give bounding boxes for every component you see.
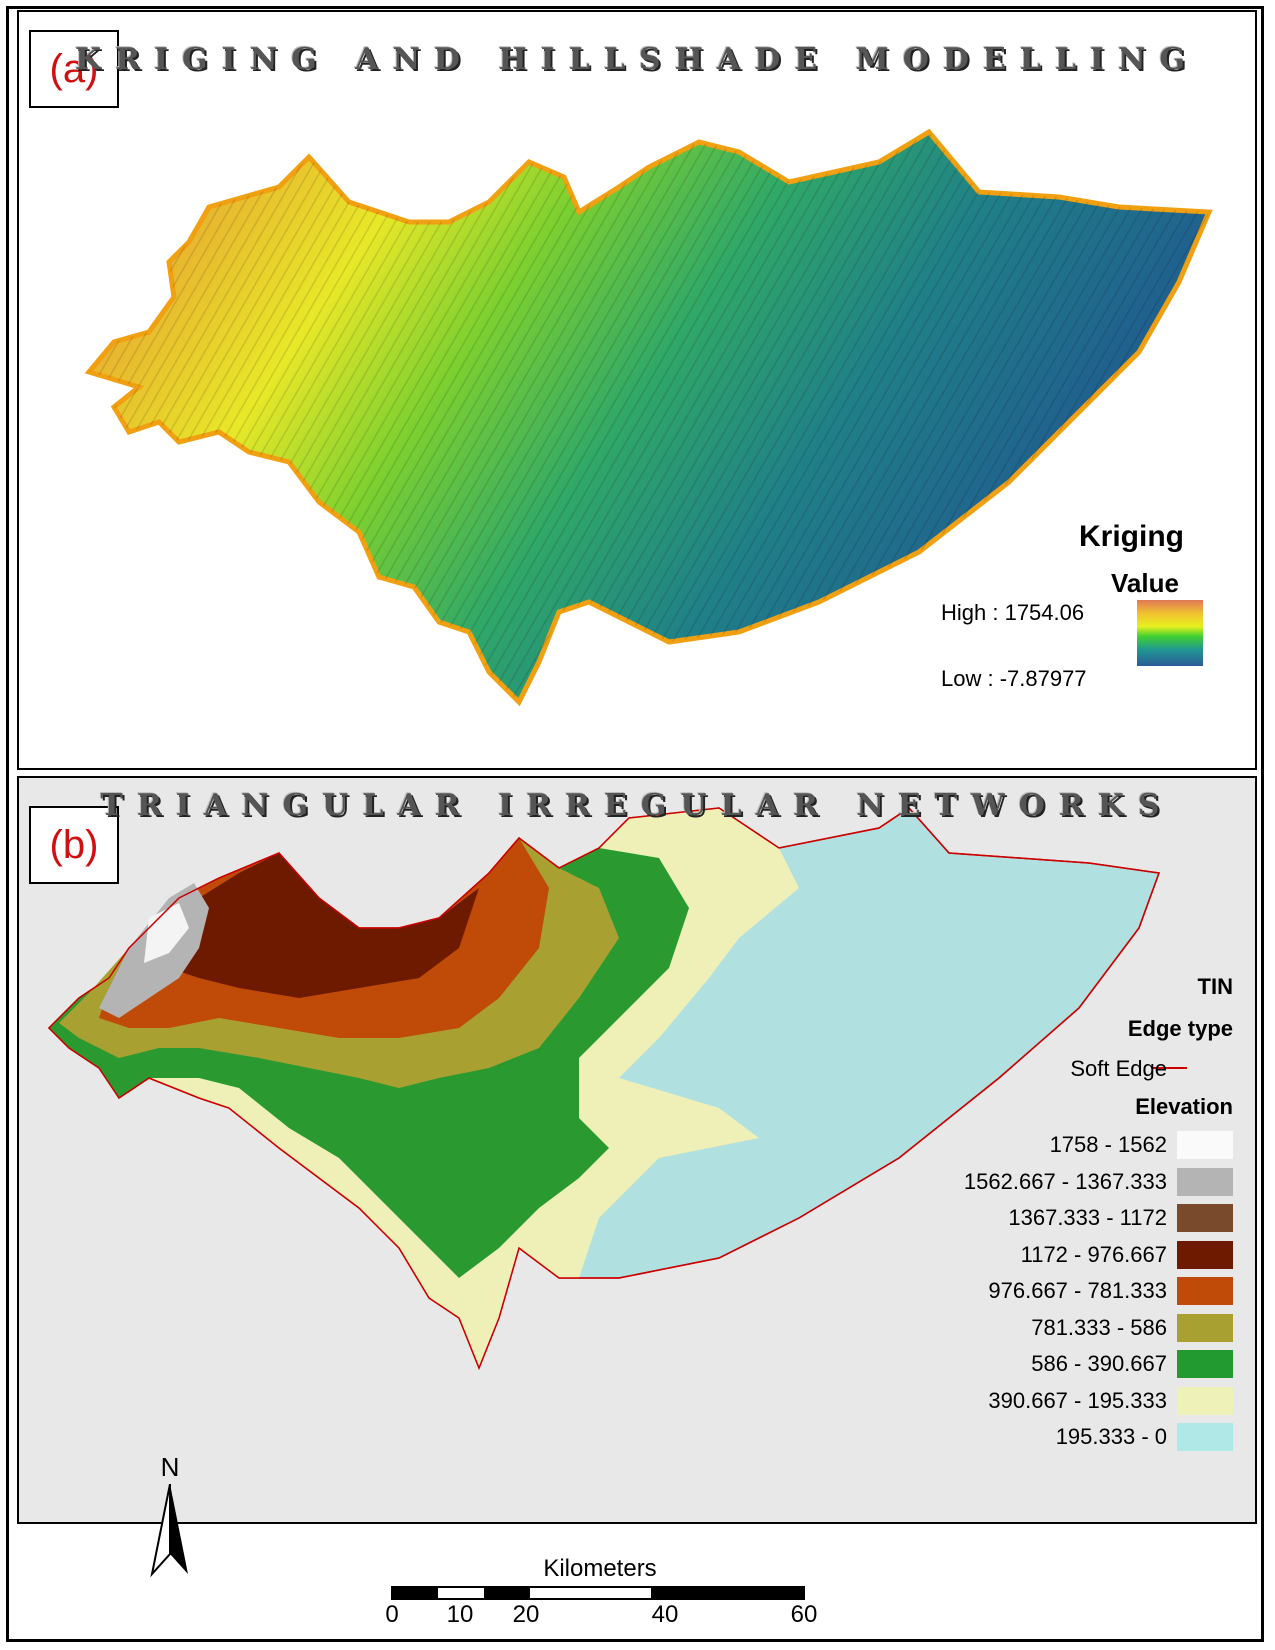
- elevation-class-label: 1758 - 1562: [1049, 1132, 1167, 1157]
- panel-title-a: KRIGING AND HILLSHADE MODELLING: [75, 42, 1199, 77]
- legend-elevation-heading: Elevation: [1135, 1094, 1233, 1119]
- scale-tick-0: 0: [385, 1601, 399, 1628]
- north-arrow-icon: [150, 1484, 188, 1578]
- legend-edge-heading: Edge type: [1127, 1016, 1233, 1041]
- elevation-class-label: 586 - 390.667: [1031, 1351, 1167, 1376]
- elevation-class-row: 781.333 - 586: [1031, 1313, 1233, 1343]
- tin-soft-edge-outline: [47, 807, 1161, 1371]
- tin-panel: (b) TRIANGULAR IRREGULAR NETWORKS TIN Ed…: [17, 776, 1257, 1524]
- legend-title-kriging: Kriging: [1079, 520, 1184, 553]
- elevation-class-row: 1758 - 1562: [1050, 1130, 1233, 1160]
- kriging-map: [84, 128, 1213, 707]
- legend-high-label: High : 1754.06: [941, 600, 1085, 625]
- elevation-class-swatch: [1177, 1277, 1233, 1305]
- elevation-class-label: 390.667 - 195.333: [988, 1387, 1167, 1413]
- elevation-class-swatch: [1177, 1350, 1233, 1378]
- tin-region-peak: [144, 903, 189, 963]
- elevation-class-row: 1562.667 - 1367.333: [964, 1167, 1233, 1197]
- elevation-class-label: 781.333 - 586: [1031, 1314, 1167, 1340]
- scale-bar-graphic: [391, 1586, 805, 1600]
- north-label: N: [160, 1452, 180, 1482]
- elevation-class-swatch: [1177, 1386, 1233, 1415]
- elevation-class-row: 1172 - 976.667: [1021, 1240, 1233, 1270]
- elevation-class-swatch: [1177, 1167, 1233, 1196]
- elevation-class-row: 390.667 - 195.333: [988, 1386, 1233, 1416]
- panel-label-a: (a): [29, 30, 119, 108]
- kriging-panel: (a) KRIGING AND HILLSHADE MODELLING Krig…: [17, 10, 1257, 770]
- north-arrow: N: [150, 1452, 200, 1582]
- legend-edge-label: Soft Edge: [1070, 1056, 1167, 1081]
- legend-low-label: Low : -7.87977: [941, 666, 1087, 691]
- tin-region-dark-brown: [159, 853, 479, 998]
- elevation-class-swatch: [1177, 1204, 1233, 1232]
- elevation-class-row: 586 - 390.667: [1031, 1349, 1233, 1379]
- panel-label-b: (b): [29, 806, 119, 884]
- scale-tick-40: 40: [651, 1601, 679, 1628]
- elevation-class-row: 976.667 - 781.333: [988, 1276, 1233, 1306]
- elevation-class-label: 1562.667 - 1367.333: [963, 1168, 1167, 1194]
- scale-tick-10: 10: [446, 1601, 474, 1628]
- elevation-class-label: 1172 - 976.667: [1020, 1241, 1167, 1267]
- elevation-class-label: 195.333 - 0: [1055, 1424, 1167, 1449]
- elevation-class-row: 195.333 - 0: [1056, 1422, 1233, 1452]
- panel-title-b: TRIANGULAR IRREGULAR NETWORKS: [100, 788, 1174, 823]
- scale-unit: Kilometers: [543, 1555, 657, 1582]
- elevation-class-swatch: [1177, 1423, 1233, 1451]
- scale-tick-20: 20: [512, 1601, 540, 1628]
- scale-tick-60: 60: [790, 1601, 818, 1628]
- scale-bar: Kilometers 0 10 20 40 60: [385, 1555, 817, 1635]
- kriging-color-ramp: [1137, 600, 1203, 666]
- legend-title-value: Value: [1111, 568, 1179, 598]
- tin-map: [47, 807, 1187, 1371]
- elevation-class-swatch: [1177, 1131, 1233, 1159]
- elevation-class-label: 976.667 - 781.333: [988, 1278, 1167, 1303]
- elevation-class-swatch: [1177, 1240, 1233, 1269]
- elevation-class-label: 1367.333 - 1172: [1008, 1205, 1167, 1230]
- hillshade-overlay: [89, 132, 1209, 702]
- elevation-class-row: 1367.333 - 1172: [1008, 1203, 1233, 1233]
- elevation-class-swatch: [1177, 1313, 1233, 1342]
- legend-tin-title: TIN: [1197, 974, 1233, 999]
